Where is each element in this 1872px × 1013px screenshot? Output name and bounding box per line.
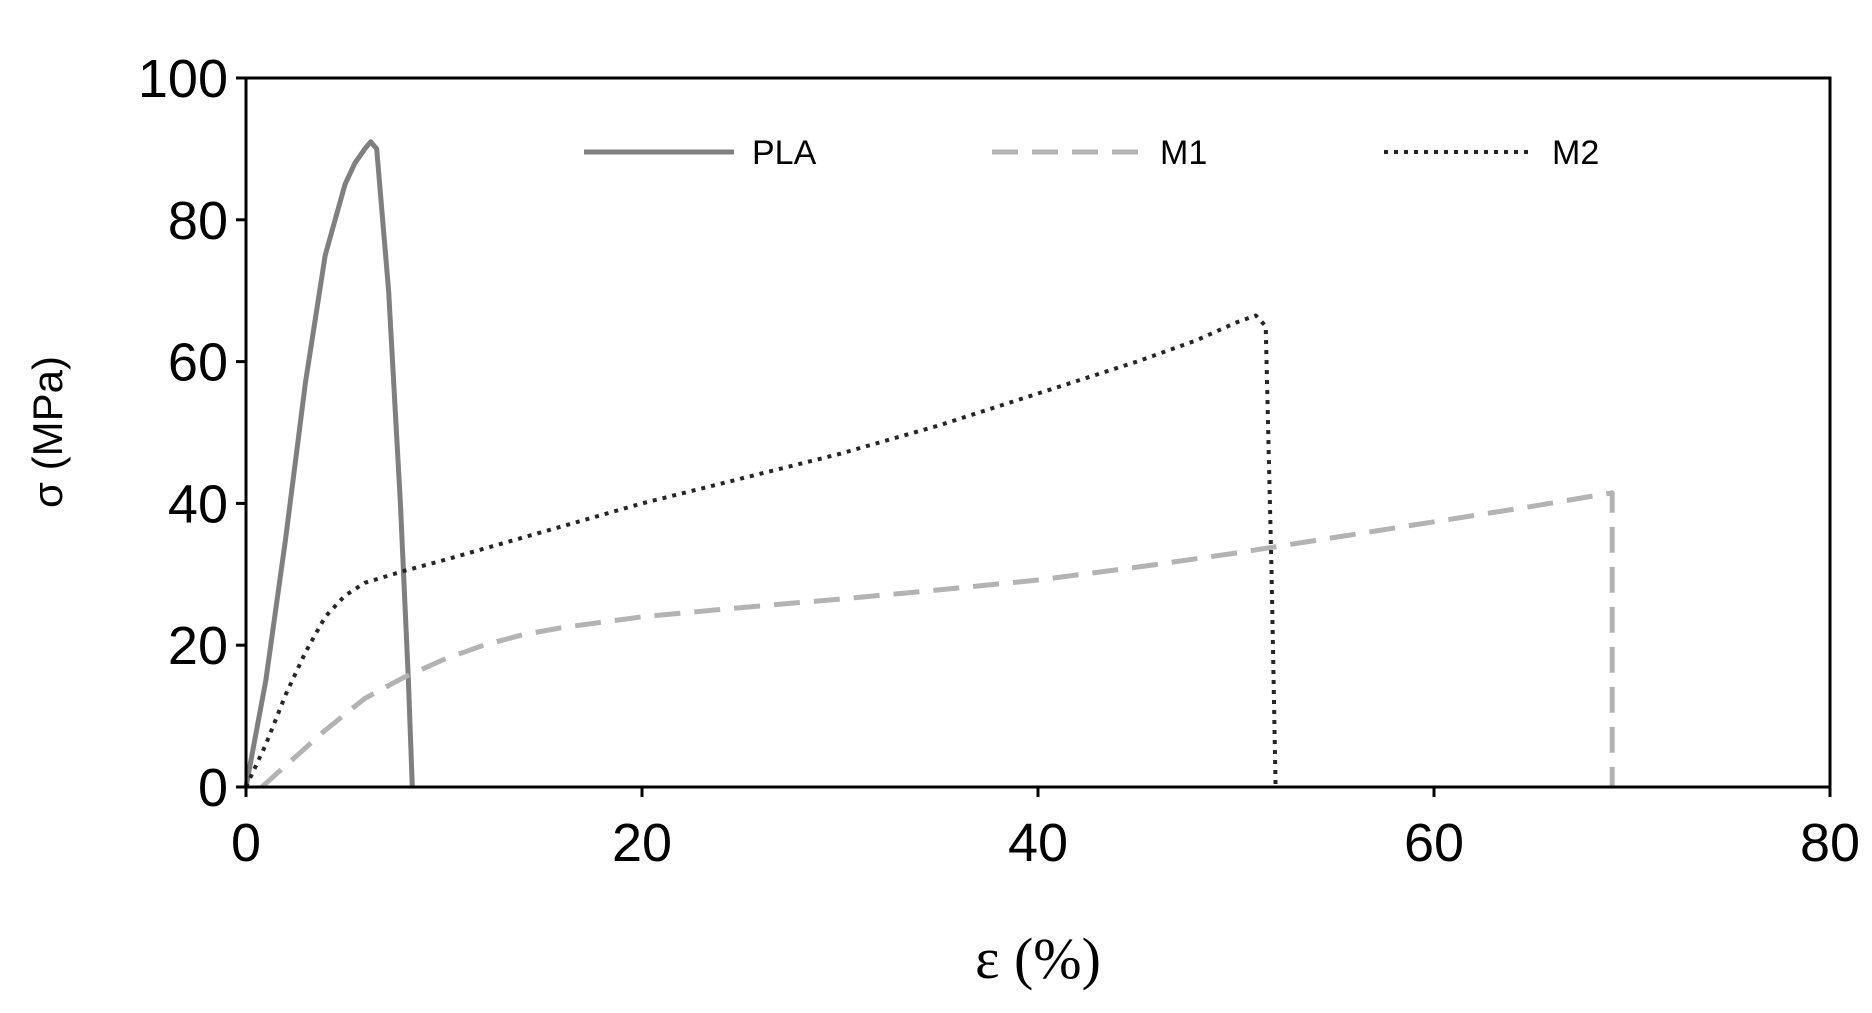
series-layer <box>243 139 1615 789</box>
x-tick-label: 20 <box>612 813 672 873</box>
y-tick-label: 20 <box>168 616 228 676</box>
series-line-m2 <box>244 313 1278 788</box>
legend-label-m1: M1 <box>1160 134 1207 172</box>
series-line-m1 <box>260 490 1615 789</box>
x-axis-label: ε (%) <box>975 926 1101 991</box>
y-tick-label: 40 <box>168 474 228 534</box>
y-tick-label: 0 <box>198 758 228 818</box>
legend-label-m2: M2 <box>1552 134 1599 172</box>
legend-label-pla: PLA <box>752 134 817 172</box>
y-axis-label: σ (MPa) <box>24 356 71 508</box>
y-tick-label: 60 <box>168 333 228 393</box>
series-line-pla <box>243 139 415 788</box>
x-tick-label: 40 <box>1008 813 1068 873</box>
ticks-layer: 0 20 40 60 80 0 20 40 60 80 100 <box>138 49 1860 873</box>
legend: PLA M1 M2 <box>584 134 1599 172</box>
y-tick-label: 100 <box>138 49 228 109</box>
x-tick-label: 60 <box>1404 813 1464 873</box>
plot-frame <box>244 76 1832 789</box>
x-tick-label: 80 <box>1800 813 1860 873</box>
x-tick-label: 0 <box>231 813 261 873</box>
y-tick-label: 80 <box>168 191 228 251</box>
